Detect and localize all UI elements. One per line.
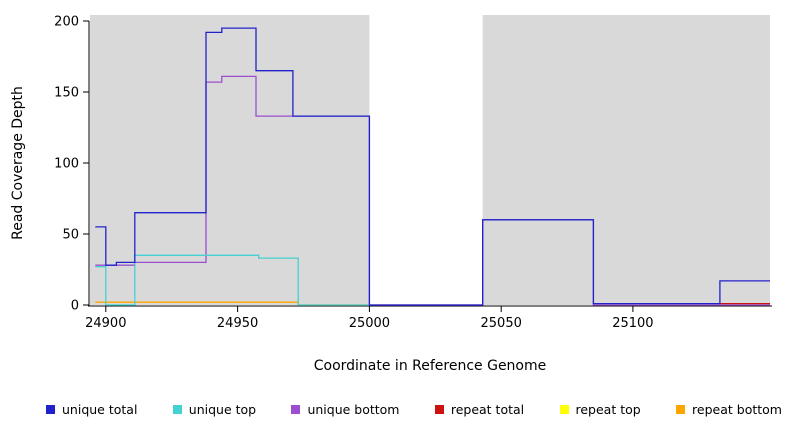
legend-label-unique-top: unique top [188, 401, 257, 417]
series-unique-total [95, 27, 770, 306]
y-tick-label: 200 [54, 15, 79, 30]
legend-label-repeat-top: repeat top [575, 401, 641, 417]
y-tick-label: 50 [62, 228, 79, 243]
x-axis-title: Coordinate in Reference Genome [314, 358, 547, 374]
x-tick-label: 24900 [85, 316, 126, 331]
legend-label-unique-total: unique total [62, 401, 138, 417]
legend-swatch-unique-bottom [291, 404, 301, 414]
legend-item-unique-top: unique top [172, 401, 257, 417]
legend-swatch-repeat-total [434, 404, 444, 414]
legend-item-repeat-top: repeat top [559, 401, 641, 417]
legend-label-unique-bottom: unique bottom [307, 401, 400, 417]
legend-label-repeat-total: repeat total [450, 401, 525, 417]
legend-item-unique-bottom: unique bottom [291, 401, 400, 417]
legend-item-repeat-total: repeat total [434, 401, 525, 417]
x-tick-label: 24950 [217, 316, 258, 331]
x-tick-label: 25000 [349, 316, 390, 331]
y-axis-title: Read Coverage Depth [10, 86, 26, 240]
shaded-region-2 [482, 15, 770, 305]
x-tick-label: 25100 [612, 316, 653, 331]
legend-swatch-repeat-top [559, 404, 569, 414]
legend: unique total unique top unique bottom repea… [46, 399, 782, 419]
legend-item-repeat-bottom: repeat bottom [676, 402, 782, 417]
legend-label-repeat-bottom: repeat bottom [692, 401, 782, 417]
legend-swatch-unique-total [46, 404, 55, 414]
x-tick-label: 25050 [481, 316, 522, 331]
series-unique-top [95, 254, 370, 306]
legend-swatch-repeat-bottom [676, 404, 686, 414]
y-tick-label: 150 [54, 86, 79, 101]
shaded-region-1 [90, 15, 370, 305]
legend-swatch-unique-top [172, 404, 182, 414]
y-tick-label: 0 [71, 299, 79, 314]
y-tick-label: 100 [54, 157, 79, 172]
legend-item-unique-total: unique total [46, 402, 137, 417]
